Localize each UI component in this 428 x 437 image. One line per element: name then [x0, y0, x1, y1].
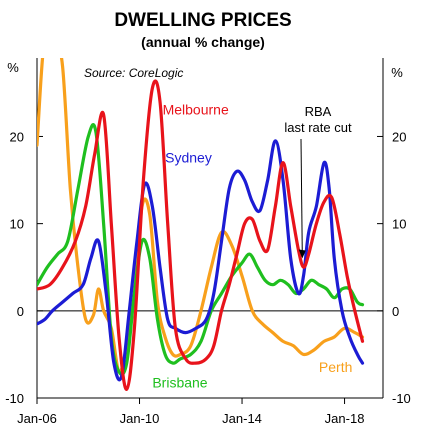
- left-y-tick-label: -10: [5, 391, 24, 406]
- left-y-tick-label: 20: [10, 129, 24, 144]
- x-tick-label: Jan-06: [17, 411, 57, 426]
- series-lines: [37, 58, 365, 391]
- source-note: Source: CoreLogic: [84, 66, 183, 80]
- right-y-tick-label: 10: [392, 217, 406, 232]
- series-label-brisbane: Brisbane: [152, 375, 207, 391]
- right-y-tick-label: 20: [392, 129, 406, 144]
- annotation-arrow-head: [298, 249, 306, 259]
- annotation-arrow-line: [300, 138, 303, 253]
- right-axis-unit: %: [391, 65, 403, 80]
- right-y-tick-label: -10: [392, 391, 411, 406]
- left-y-tick-label: 10: [10, 217, 24, 232]
- x-tick-label: Jan-14: [222, 411, 262, 426]
- series-line-brisbane: [37, 123, 365, 377]
- tick-labels: -10 -10 0 0 10 10 20 20 Jan-06 Jan-10 Jan-14 Jan-18: [5, 129, 411, 426]
- chart-title: DWELLING PRICES: [114, 10, 291, 31]
- x-tick-label: Jan-18: [325, 411, 365, 426]
- series-label-perth: Perth: [319, 359, 352, 375]
- series-labels: Melbourne Sydney Brisbane Perth: [152, 102, 352, 391]
- x-tick-label: Jan-10: [120, 411, 160, 426]
- annotation-line-2: last rate cut: [284, 120, 352, 135]
- left-y-tick-label: 0: [17, 304, 24, 319]
- series-line-sydney: [37, 139, 365, 382]
- right-y-tick-label: 0: [392, 304, 399, 319]
- annotation-line-1: RBA: [305, 104, 332, 119]
- series-line-perth: [37, 58, 365, 374]
- chart-subtitle: (annual % change): [141, 34, 265, 50]
- series-label-sydney: Sydney: [165, 150, 212, 166]
- series-label-melbourne: Melbourne: [163, 102, 229, 118]
- left-axis-unit: %: [7, 60, 19, 75]
- series-line-melbourne: [37, 79, 365, 391]
